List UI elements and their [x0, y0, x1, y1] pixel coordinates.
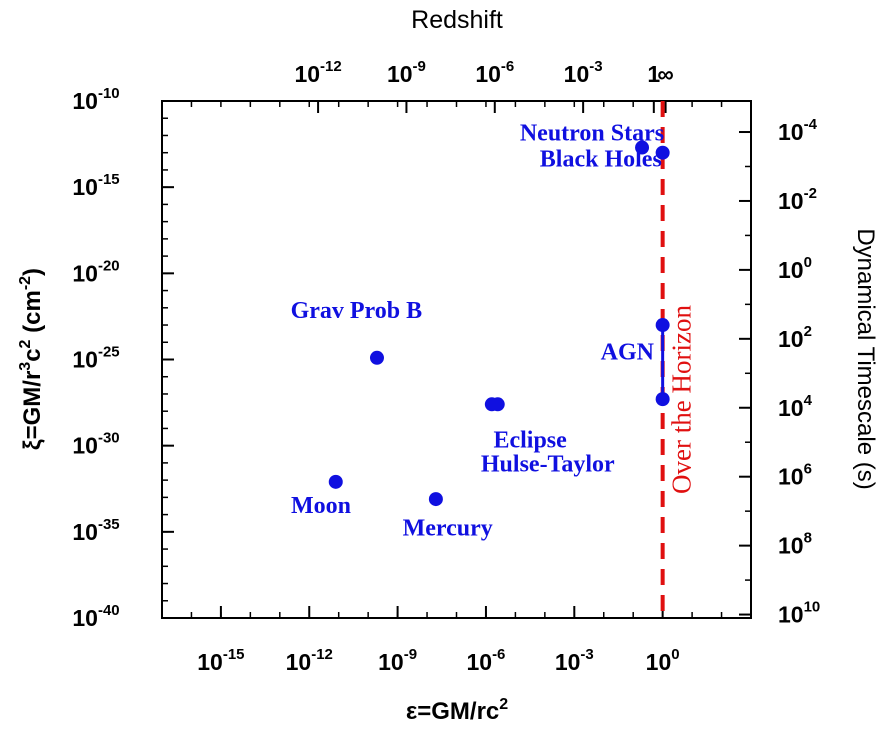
data-point	[328, 474, 343, 489]
right-tick-label: 108	[778, 530, 812, 559]
top-tick-label: ∞	[657, 61, 673, 87]
x-tick-label: 10-3	[555, 646, 594, 675]
annotation-label: Eclipse	[493, 427, 567, 453]
right-axis-title-group: Dynamical Timescale (s)	[852, 228, 879, 489]
data-point	[655, 392, 670, 407]
x-tick-label: 100	[646, 646, 680, 675]
top-tick-label: 10-3	[564, 58, 603, 87]
x-axis-title: ε=GM/rc2	[406, 696, 508, 725]
x-tick-label: 10-6	[466, 646, 505, 675]
x-tick-label: 10-15	[197, 646, 244, 675]
right-tick-label: 10-2	[778, 185, 817, 214]
y-tick-label: 10-40	[72, 602, 119, 631]
data-point	[428, 492, 443, 507]
data-point	[655, 145, 670, 160]
data-point	[490, 397, 505, 412]
annotation-label: Neutron Stars	[520, 121, 664, 147]
right-axis-ticks: 10-4 10-2 100 102 104 106 108 1010	[739, 116, 820, 628]
top-tick-label: 10-6	[475, 58, 514, 87]
y-tick-label: 10-20	[72, 257, 119, 286]
right-tick-label: 104	[778, 392, 813, 421]
y-tick-label: 10-25	[72, 344, 119, 373]
y-tick-label: 10-30	[72, 430, 119, 459]
annotation-label: AGN	[601, 340, 655, 366]
x-tick-label: 10-12	[286, 646, 333, 675]
annotation-label: Grav Prob B	[291, 298, 423, 324]
top-tick-label: 10-9	[387, 58, 426, 87]
right-tick-label: 10-4	[778, 116, 818, 145]
y-tick-label: 10-10	[72, 85, 119, 114]
horizon-label: Over the Horizon	[667, 305, 697, 494]
annotation-label: Moon	[291, 493, 351, 519]
annotation-label: Mercury	[403, 515, 493, 541]
data-point	[635, 140, 650, 155]
x-axis-ticks: 10-15 10-12 10-9 10-6 10-3 100	[197, 606, 680, 675]
x-tick-label: 10-9	[378, 646, 417, 675]
right-tick-label: 106	[778, 461, 812, 490]
right-tick-label: 102	[778, 323, 812, 352]
minor-ticks	[161, 100, 752, 619]
y-tick-label: 10-15	[72, 171, 119, 200]
right-tick-label: 1010	[778, 599, 820, 628]
data-points	[328, 140, 670, 507]
top-axis-title: Redshift	[411, 6, 503, 34]
data-point	[655, 318, 670, 333]
y-axis-title: ξ=GM/r3c2 (cm-2)	[17, 268, 46, 450]
annotation-label: Black Holes	[540, 146, 662, 172]
top-tick-label: 10-12	[294, 58, 341, 87]
right-axis-title: Dynamical Timescale (s)	[852, 228, 879, 489]
top-tick-label: 1	[647, 61, 660, 87]
y-tick-label: 10-35	[72, 516, 119, 545]
right-tick-label: 100	[778, 254, 812, 283]
y-axis-ticks: 10-10 10-15 10-20 10-25 10-30 10-35 10-40	[72, 85, 174, 631]
top-axis-ticks: 10-12 10-9 10-6 10-3 1∞	[294, 58, 674, 113]
y-axis-title-group: ξ=GM/r3c2 (cm-2)	[17, 268, 46, 450]
data-point	[369, 350, 384, 365]
annotation-label: Hulse-Taylor	[481, 452, 615, 478]
